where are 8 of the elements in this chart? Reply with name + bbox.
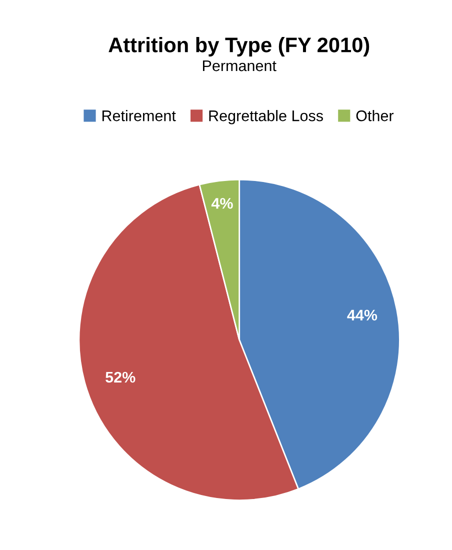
- legend-label: Regrettable Loss: [209, 110, 323, 124]
- chart-title: Attrition by Type (FY 2010): [108, 37, 370, 56]
- legend-label: Other: [356, 110, 394, 122]
- data-label: 44%: [347, 310, 378, 321]
- data-label: 52%: [106, 372, 136, 383]
- chart-subtitle: Permanent: [203, 60, 276, 72]
- legend-label: Retirement: [102, 110, 176, 122]
- data-label: 4%: [211, 198, 233, 209]
